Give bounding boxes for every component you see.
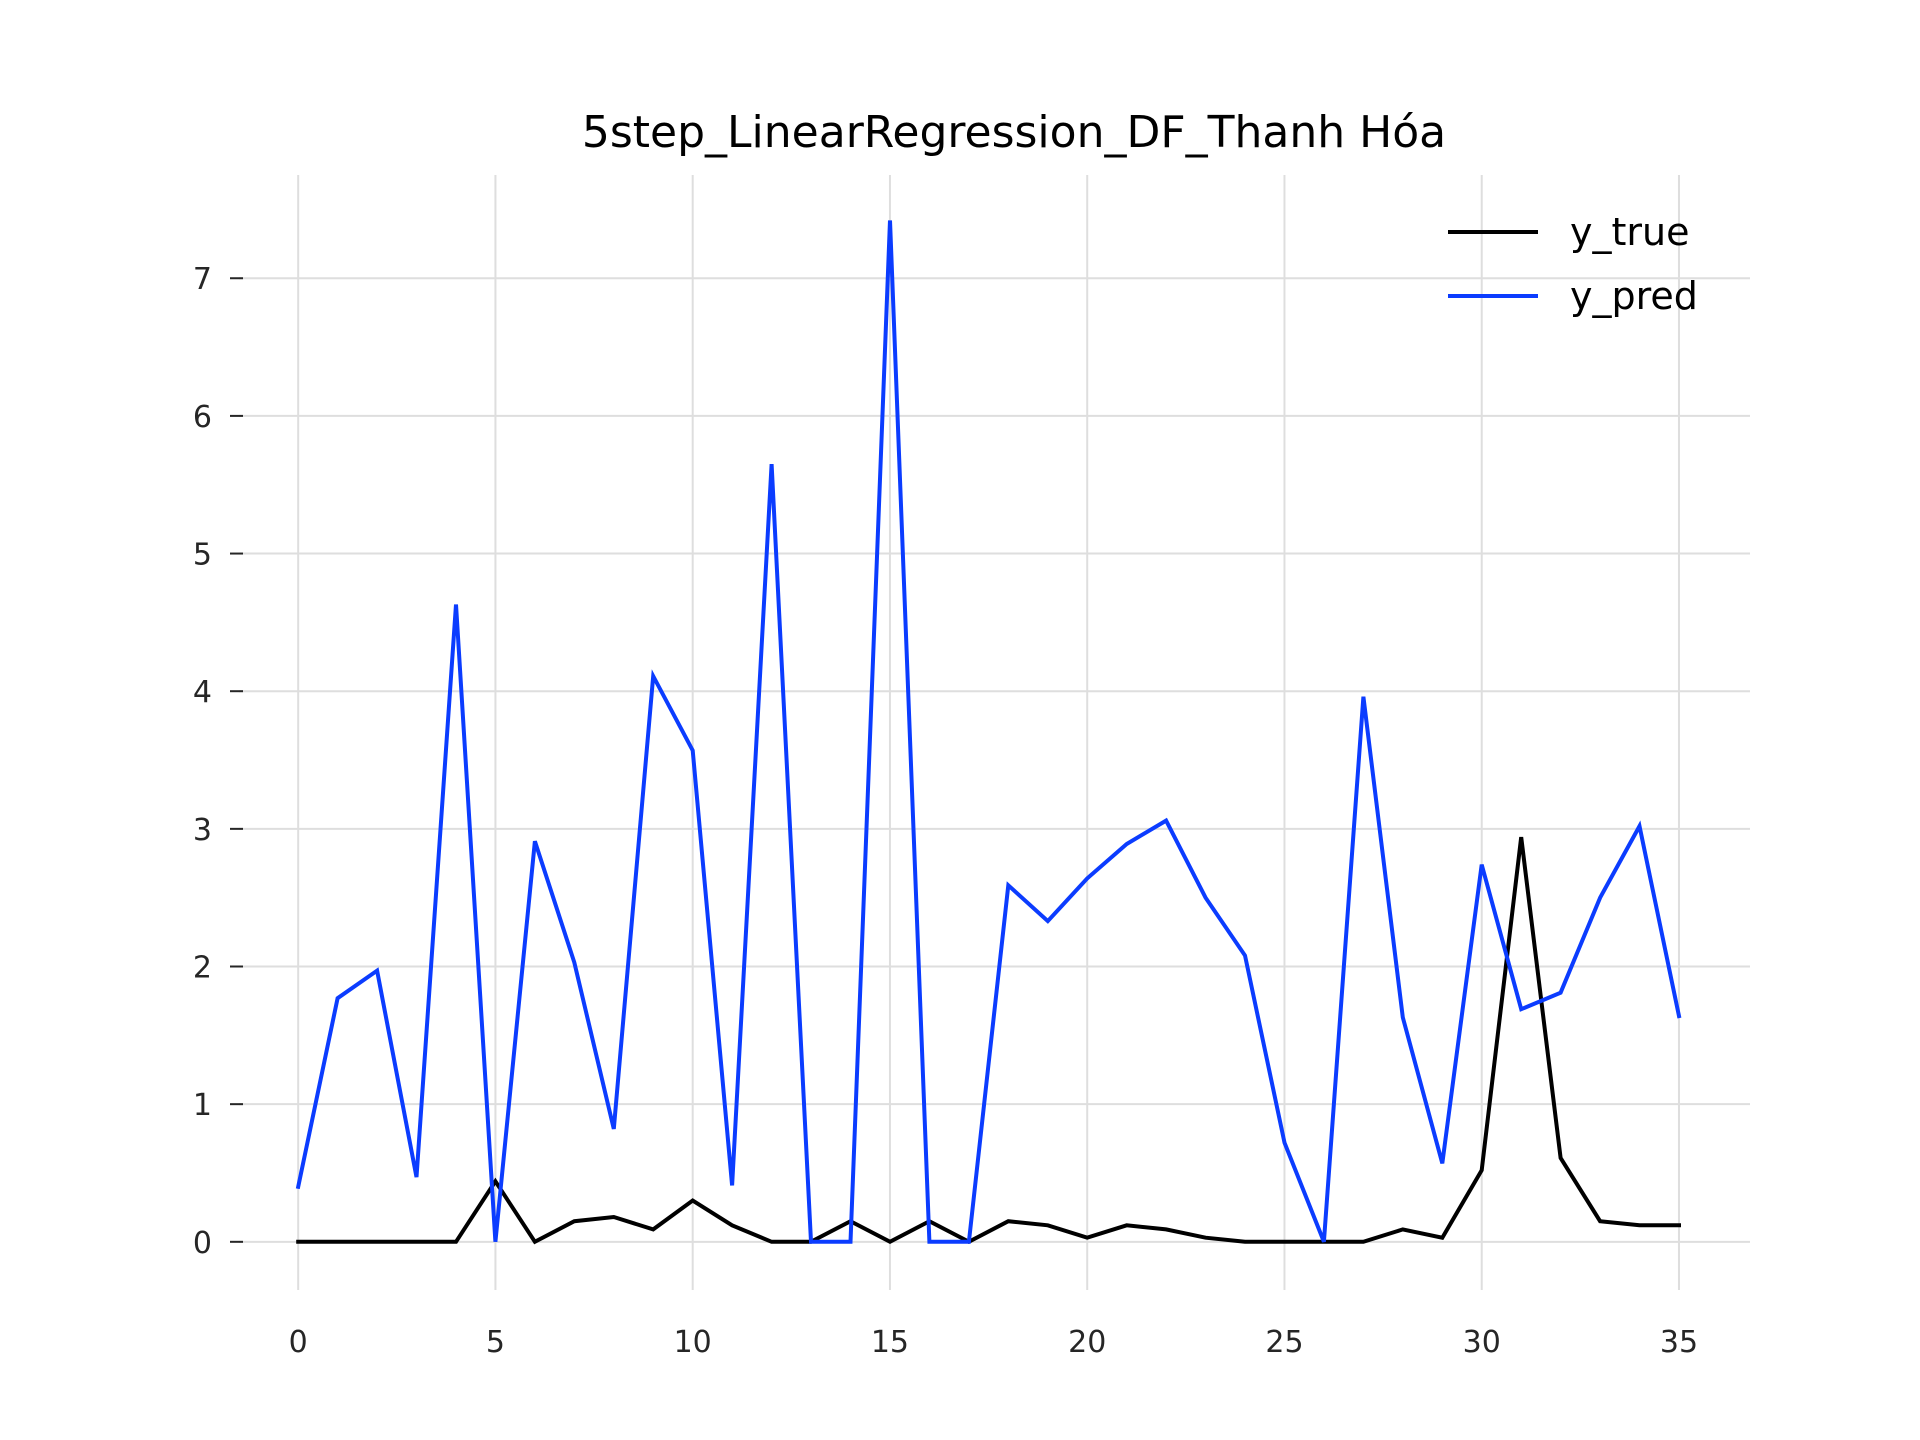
x-tick-label: 25 (1265, 1325, 1303, 1360)
series-line-y-pred (295, 220, 1682, 1244)
chart-title: 5step_LinearRegression_DF_Thanh Hóa (582, 107, 1446, 158)
x-tick-label: 5 (486, 1325, 505, 1360)
x-tick-label: 10 (674, 1325, 712, 1360)
x-tick-label: 15 (871, 1325, 909, 1360)
x-tick-label: 0 (289, 1325, 308, 1360)
y-tick-label: 0 (193, 1226, 212, 1261)
y-tick-label: 7 (193, 262, 212, 297)
axes: 0 5 10 15 20 25 30 35 0 1 2 3 4 5 6 7 (193, 262, 1698, 1360)
x-tick-label: 20 (1068, 1325, 1106, 1360)
y-tick-label: 4 (193, 675, 212, 710)
y-tick-label: 5 (193, 538, 212, 573)
series-line-y-true (296, 836, 1681, 1245)
x-tick-label: 30 (1463, 1325, 1501, 1360)
legend: y_true y_pred (1448, 210, 1698, 318)
grid (239, 175, 1750, 1290)
y-tick-label: 2 (193, 951, 212, 986)
y-tick-label: 6 (193, 400, 212, 435)
y-tick-label: 3 (193, 813, 212, 848)
legend-label-y-pred: y_pred (1570, 274, 1698, 318)
series-lines (295, 220, 1682, 1245)
x-tick-label: 35 (1660, 1325, 1698, 1360)
y-tick-label: 1 (193, 1088, 212, 1123)
legend-label-y-true: y_true (1570, 210, 1689, 254)
